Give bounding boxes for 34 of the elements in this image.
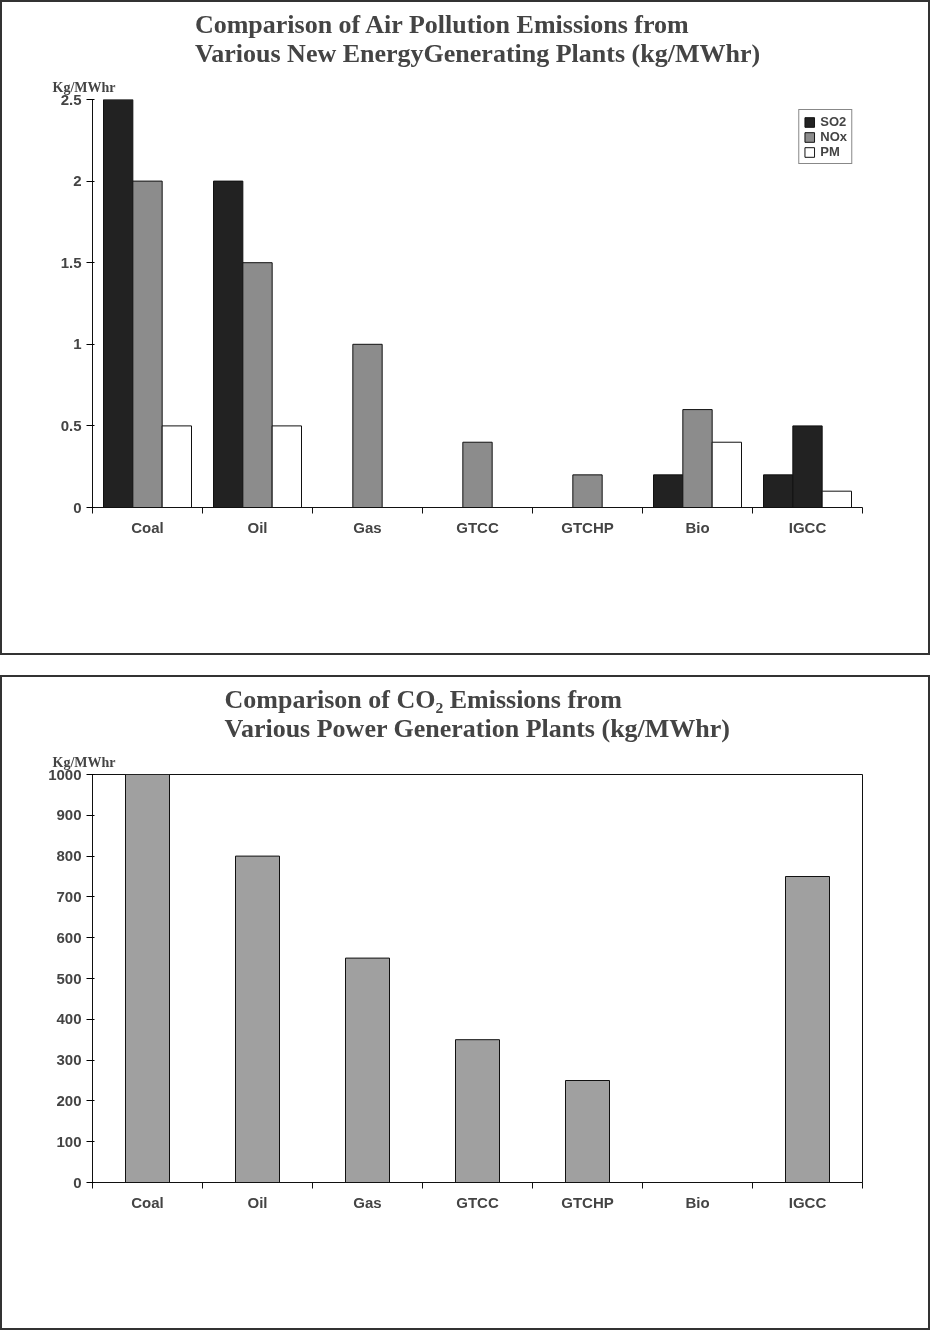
- y-tick-label: 200: [56, 1091, 82, 1109]
- y-tick-label: 0: [73, 498, 82, 516]
- legend-label: PM: [820, 144, 841, 159]
- y-tick-label: 300: [56, 1051, 82, 1069]
- x-tick-label: GTCC: [456, 518, 499, 536]
- chart-title: Comparison of CO₂ Emissions from Various Power Generation Plants (kg/MWhr): [224, 684, 731, 743]
- y-tick-label: 800: [56, 847, 82, 865]
- y-tick-label: 2: [73, 172, 82, 190]
- x-tick-label: GTCHP: [561, 518, 614, 536]
- x-tick-label: Coal: [131, 518, 164, 536]
- legend-label: NOx: [820, 129, 847, 144]
- x-tick-label: IGCC: [788, 518, 827, 536]
- y-tick-label: 0.5: [60, 416, 82, 434]
- x-tick-label: Bio: [685, 1193, 710, 1211]
- y-tick-label: 1.5: [60, 253, 82, 271]
- y-tick-label: 500: [56, 969, 82, 987]
- x-tick-label: Gas: [353, 518, 382, 536]
- x-tick-label: Coal: [131, 1193, 164, 1211]
- x-tick-label: GTCC: [456, 1193, 499, 1211]
- x-tick-label: IGCC: [788, 1193, 827, 1211]
- x-tick-label: Oil: [247, 518, 268, 536]
- y-tick-label: 100: [56, 1132, 82, 1150]
- x-tick-label: Gas: [353, 1193, 382, 1211]
- y-tick-label: 700: [56, 887, 82, 905]
- y-tick-label: 900: [56, 806, 82, 824]
- x-tick-label: Oil: [247, 1193, 268, 1211]
- y-tick-label: 400: [56, 1010, 82, 1028]
- chart-title: Comparison of Air Pollution Emissions from Various New EnergyGenerating Plants (kg/MWhr): [194, 9, 761, 68]
- y-tick-label: 600: [56, 928, 82, 946]
- y-tick-label: 0: [73, 1173, 82, 1191]
- x-tick-label: GTCHP: [561, 1193, 614, 1211]
- legend-label: SO2: [820, 114, 847, 129]
- x-tick-label: Bio: [685, 518, 710, 536]
- y-tick-label: 1: [73, 335, 82, 353]
